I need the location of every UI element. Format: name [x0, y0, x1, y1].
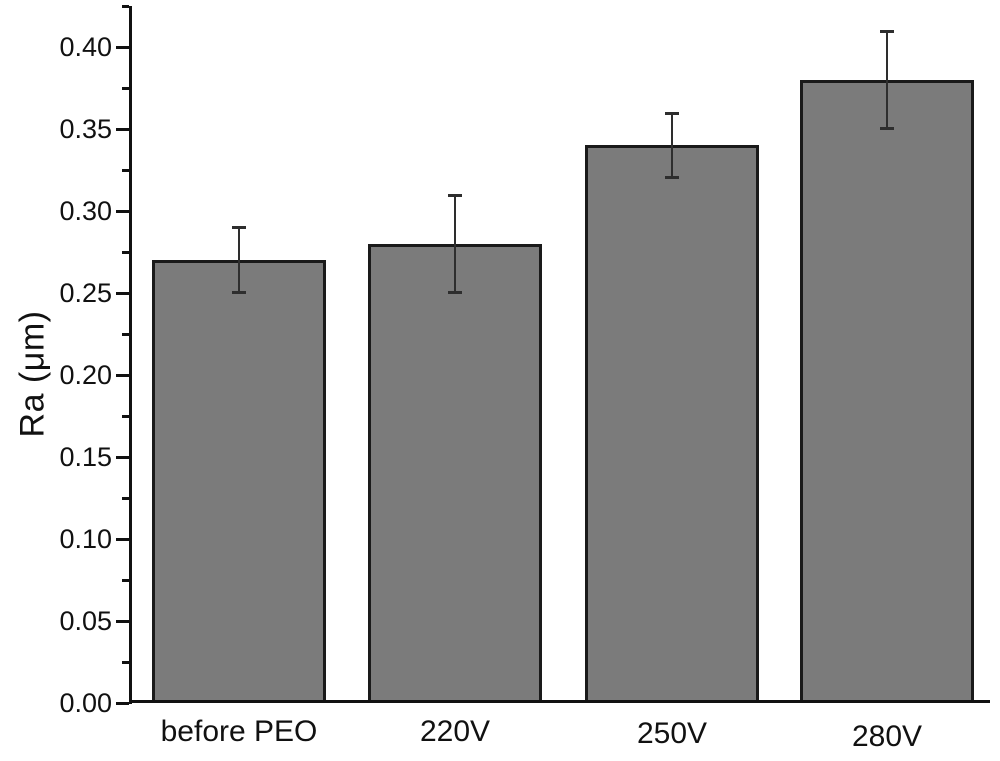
error-bar-line — [886, 30, 888, 129]
bar — [800, 79, 974, 703]
y-tick-label: 0.20 — [59, 360, 112, 390]
error-bar-cap-top — [665, 111, 679, 115]
y-major-tick — [116, 374, 129, 377]
y-minor-tick — [122, 5, 129, 8]
y-tick-label: 0.00 — [59, 688, 112, 718]
y-tick-label: 0.35 — [59, 114, 112, 144]
y-major-tick — [116, 620, 129, 623]
y-tick-label: 0.40 — [59, 32, 112, 62]
y-major-tick — [116, 538, 129, 541]
x-tick-label: 250V — [636, 717, 708, 750]
x-tick-label: 220V — [419, 715, 491, 748]
x-tick-label: 280V — [851, 720, 923, 753]
y-tick-label: 0.05 — [59, 606, 112, 636]
y-tick-label: 0.25 — [59, 278, 112, 308]
y-tick-label: 0.10 — [59, 524, 112, 554]
y-minor-tick — [122, 87, 129, 90]
error-bar-cap-bottom — [880, 127, 894, 130]
y-major-tick — [116, 456, 129, 459]
error-bar-cap-bottom — [448, 291, 462, 294]
bar — [152, 260, 326, 703]
y-minor-tick — [122, 415, 129, 418]
error-bar-cap-top — [880, 29, 894, 33]
y-major-tick — [116, 210, 129, 213]
error-bar-line — [454, 194, 456, 293]
y-tick-label: 0.15 — [59, 442, 112, 472]
y-axis-line — [129, 6, 132, 704]
y-major-tick — [116, 292, 129, 295]
x-tick-label: before PEO — [160, 715, 318, 748]
y-minor-tick — [122, 169, 129, 172]
error-bar-cap-top — [232, 226, 246, 230]
bar — [585, 145, 759, 703]
y-minor-tick — [122, 661, 129, 664]
y-minor-tick — [122, 579, 129, 582]
error-bar-line — [238, 227, 240, 293]
error-bar-cap-top — [448, 193, 462, 197]
y-minor-tick — [122, 333, 129, 336]
y-tick-label: 0.30 — [59, 196, 112, 226]
error-bar-cap-bottom — [232, 291, 246, 294]
y-major-tick — [116, 128, 129, 131]
x-axis-line — [129, 700, 990, 703]
error-bar-cap-bottom — [665, 176, 679, 180]
y-minor-tick — [122, 497, 129, 500]
error-bar-line — [671, 112, 673, 179]
bar — [368, 243, 542, 703]
y-major-tick — [116, 702, 129, 705]
y-minor-tick — [122, 251, 129, 254]
y-major-tick — [116, 46, 129, 49]
